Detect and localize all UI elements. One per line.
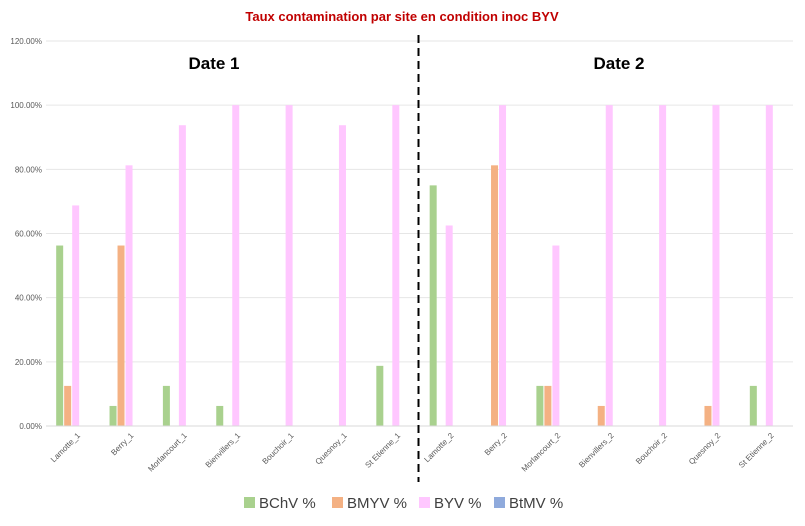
x-axis-categories: Lamotte_1 Berry_1 Morlancourt_1 Bienvillers…: [49, 431, 776, 474]
bar: [109, 405, 117, 426]
bar: [445, 225, 453, 426]
bar: [216, 405, 224, 426]
legend-label: BMYV %: [347, 495, 407, 512]
legend-swatch: [494, 497, 505, 508]
y-tick-label: 120.00%: [10, 37, 42, 46]
bar: [429, 185, 437, 426]
bar: [765, 105, 773, 427]
legend-label: BChV %: [259, 495, 316, 512]
category-label: Berry_1: [109, 431, 136, 458]
legend: BChV % BMYV % BYV % BtMV %: [244, 495, 563, 512]
legend-swatch: [332, 497, 343, 508]
category-label: Bienvillers_1: [204, 431, 243, 470]
bar: [285, 105, 293, 427]
legend-label: BtMV %: [509, 495, 563, 512]
category-label: Bouchoir_2: [634, 431, 669, 466]
bar: [491, 165, 499, 426]
category-label: St Etienne_2: [737, 431, 776, 470]
bar: [392, 105, 400, 427]
bar: [117, 245, 125, 426]
bar: [536, 385, 544, 426]
bar: [544, 385, 552, 426]
y-tick-label: 0.00%: [19, 422, 42, 431]
bar: [376, 365, 384, 426]
bar: [72, 205, 80, 426]
bar: [712, 105, 720, 427]
category-label: Lamotte_2: [422, 431, 455, 464]
bar: [125, 165, 133, 426]
bar: [749, 385, 757, 426]
category-label: Morlancourt_1: [146, 431, 189, 474]
y-tick-label: 60.00%: [15, 230, 42, 239]
legend-swatch: [419, 497, 430, 508]
y-tick-label: 100.00%: [10, 101, 42, 110]
category-label: Quesnoy_2: [687, 431, 723, 467]
bar: [659, 105, 667, 427]
bar: [338, 125, 346, 426]
bar: [499, 105, 507, 427]
bar: [552, 245, 560, 426]
chart-title: Taux contamination par site en condition…: [245, 9, 559, 24]
y-tick-label: 80.00%: [15, 165, 42, 174]
bar: [56, 245, 64, 426]
category-label: Bienvillers_2: [577, 431, 616, 470]
legend-swatch: [244, 497, 255, 508]
category-label: Bouchoir_1: [261, 431, 296, 466]
y-axis-ticks: 0.00% 20.00% 40.00% 60.00% 80.00% 100.00% 120.…: [10, 37, 42, 431]
category-label: Lamotte_1: [49, 431, 82, 464]
bar: [232, 105, 240, 427]
bar: [605, 105, 613, 427]
category-label: St Etienne_1: [363, 431, 402, 470]
date-2-label: Date 2: [593, 54, 644, 73]
category-label: Quesnoy_1: [314, 431, 350, 467]
y-tick-label: 20.00%: [15, 358, 42, 367]
legend-label: BYV %: [434, 495, 482, 512]
bar: [597, 405, 605, 426]
bar: [178, 125, 186, 426]
category-label: Berry_2: [483, 431, 510, 458]
date-1-label: Date 1: [188, 54, 239, 73]
y-tick-label: 40.00%: [15, 294, 42, 303]
bar: [704, 405, 712, 426]
bar: [162, 385, 170, 426]
category-label: Morlancourt_2: [520, 431, 563, 474]
bars: [56, 105, 773, 427]
bar: [64, 385, 72, 426]
